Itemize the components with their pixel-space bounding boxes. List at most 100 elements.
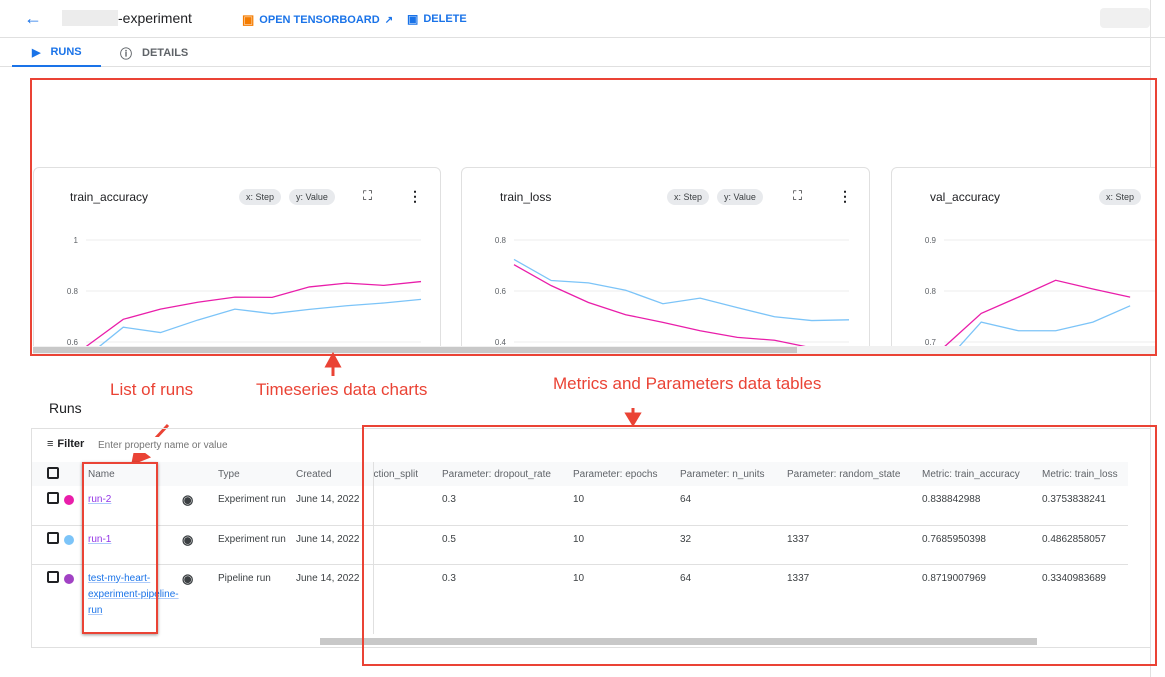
col-epochs[interactable]: Parameter: epochs (573, 462, 680, 486)
cell-split (372, 486, 442, 526)
run-type: Experiment run (218, 525, 296, 565)
cell-n-units: 64 (680, 486, 787, 526)
run-created: June 14, 2022 (296, 525, 373, 565)
back-arrow-icon[interactable]: ← (24, 8, 42, 28)
filter-label: Filter (57, 438, 85, 450)
cell-train-accuracy: 0.7685950398 (922, 525, 1042, 565)
run-name-link[interactable]: run-1 (88, 533, 112, 545)
x-axis-chip[interactable]: x: Step (1099, 189, 1142, 205)
cell-dropout: 0.3 (442, 486, 573, 526)
series-line-run-1 (513, 258, 850, 322)
charts-scrollbar-thumb[interactable] (33, 347, 797, 353)
table-row[interactable]: test-my-heart-experiment-pipeline-run ◉ Pi… (32, 564, 1128, 634)
open-tensorboard-label: OPEN TENSORBOARD (259, 14, 380, 26)
y-tick-label: 1 (74, 236, 79, 245)
y-tick-label: 0.6 (67, 338, 79, 347)
annotation-timeseries: Timeseries data charts (256, 380, 428, 399)
run-type: Pipeline run (218, 564, 296, 634)
row-checkbox[interactable] (47, 531, 59, 544)
table-scrollbar-thumb[interactable] (320, 638, 1037, 645)
more-vert-icon[interactable]: ⋮ (838, 188, 852, 204)
col-dropout[interactable]: Parameter: dropout_rate (442, 462, 573, 486)
tab-details[interactable]: ⓘ DETAILS (120, 39, 188, 67)
chart-title: val_accuracy (930, 190, 1001, 204)
y-axis-chip[interactable]: y: Value (717, 189, 763, 205)
col-name[interactable]: Name (88, 462, 182, 486)
charts-strip: train_accuracy x: Step y: Value ⛶ ⋮ 0.4 0… (30, 80, 1157, 355)
cell-split (372, 525, 442, 565)
table-header-row: Name Type Created ction_split Parameter:… (32, 462, 1128, 486)
y-tick-label: 0.4 (495, 338, 507, 347)
more-vert-icon[interactable]: ⋮ (408, 188, 422, 204)
y-tick-label: 0.8 (67, 287, 79, 296)
y-tick-label: 0.6 (495, 287, 507, 296)
runs-title: Runs (49, 400, 82, 416)
run-color-dot (64, 534, 74, 545)
cell-epochs: 10 (573, 564, 680, 634)
eye-icon[interactable]: ◉ (182, 531, 194, 547)
charts-scrollbar-track (33, 346, 1157, 354)
y-tick-label: 0.8 (925, 287, 937, 296)
delete-button[interactable]: ▣ DELETE (407, 12, 467, 26)
tab-bar: ▶ RUNS ⓘ DETAILS (0, 39, 1150, 67)
cell-split (372, 564, 442, 634)
tab-runs[interactable]: ▶ RUNS (12, 39, 101, 67)
filter-input[interactable] (98, 437, 398, 453)
runs-panel (31, 428, 1151, 648)
cell-train-accuracy: 0.838842988 (922, 486, 1042, 526)
col-random-state[interactable]: Parameter: random_state (787, 462, 922, 486)
trash-icon: ▣ (407, 12, 419, 26)
table-row[interactable]: run-1 ◉ Experiment run June 14, 2022 0.5 10 32… (32, 525, 1128, 565)
select-all-checkbox[interactable] (47, 466, 59, 479)
open-tensorboard-button[interactable]: ▣ OPEN TENSORBOARD ↗ (242, 12, 393, 28)
x-axis-chip[interactable]: x: Step (239, 189, 282, 205)
fullscreen-icon[interactable]: ⛶ (793, 188, 803, 203)
table-row[interactable]: run-2 ◉ Experiment run June 14, 2022 0.3 10 64… (32, 486, 1128, 526)
col-split[interactable]: ction_split (372, 462, 442, 486)
runs-table: Name Type Created ction_split Parameter:… (32, 462, 1128, 634)
cell-dropout: 0.5 (442, 525, 573, 565)
cell-n-units: 32 (680, 525, 787, 565)
y-tick-label: 0.9 (925, 236, 937, 245)
table-scrollbar-track (32, 637, 1128, 645)
col-created[interactable]: Created (296, 462, 373, 486)
annotation-box-tables (362, 425, 1157, 666)
annotation-box-name-column (82, 462, 158, 634)
run-color-dot (64, 573, 74, 584)
x-axis-chip[interactable]: x: Step (667, 189, 710, 205)
cell-dropout: 0.3 (442, 564, 573, 634)
cell-random-state: 1337 (787, 525, 922, 565)
play-icon: ▶ (32, 46, 41, 59)
col-train-accuracy[interactable]: Metric: train_accuracy (922, 462, 1042, 486)
annotation-list-of-runs: List of runs (110, 380, 194, 399)
col-n-units[interactable]: Parameter: n_units (680, 462, 787, 486)
run-color-dot (64, 495, 74, 505)
tensorboard-icon: ▣ (242, 12, 255, 27)
chart-title: train_loss (500, 190, 552, 204)
chart-card-train-loss: train_loss x: Step y: Value ⛶ ⋮ 0.2 0.4 0.… (461, 167, 870, 355)
col-type[interactable]: Type (218, 462, 296, 486)
series-line-run-2 (943, 279, 1131, 348)
y-axis-chip[interactable]: y: Value (289, 189, 335, 205)
cell-train-accuracy: 0.8719007969 (922, 564, 1042, 634)
row-checkbox[interactable] (47, 492, 59, 504)
fullscreen-icon[interactable]: ⛶ (363, 188, 373, 203)
run-created: June 14, 2022 (296, 564, 373, 634)
top-bar: ← -experiment ▣ OPEN TENSORBOARD ↗ ▣ DEL… (0, 0, 1165, 38)
row-checkbox[interactable] (47, 570, 59, 583)
eye-icon[interactable]: ◉ (182, 570, 194, 586)
chart-title: train_accuracy (70, 190, 149, 204)
redacted-avatar (1100, 8, 1150, 28)
run-name-link[interactable]: test-my-heart-experiment-pipeline-run (88, 572, 179, 616)
external-link-icon: ↗ (384, 14, 394, 26)
col-train-loss[interactable]: Metric: train_loss (1042, 462, 1128, 486)
filter-icon: ≡ (47, 438, 54, 450)
chart-plot: 0.40.60.811 2 3 4 5 6 7 8 9 10 (67, 236, 422, 355)
cell-epochs: 10 (573, 486, 680, 526)
redacted-name (62, 10, 118, 26)
y-tick-label: 0.7 (925, 338, 937, 347)
filter-button[interactable]: ≡ Filter (47, 438, 84, 450)
chart-plot: 0.60.70.80.912345678910 (925, 236, 1157, 355)
run-name-link[interactable]: run-2 (88, 494, 112, 505)
eye-icon[interactable]: ◉ (182, 492, 194, 507)
